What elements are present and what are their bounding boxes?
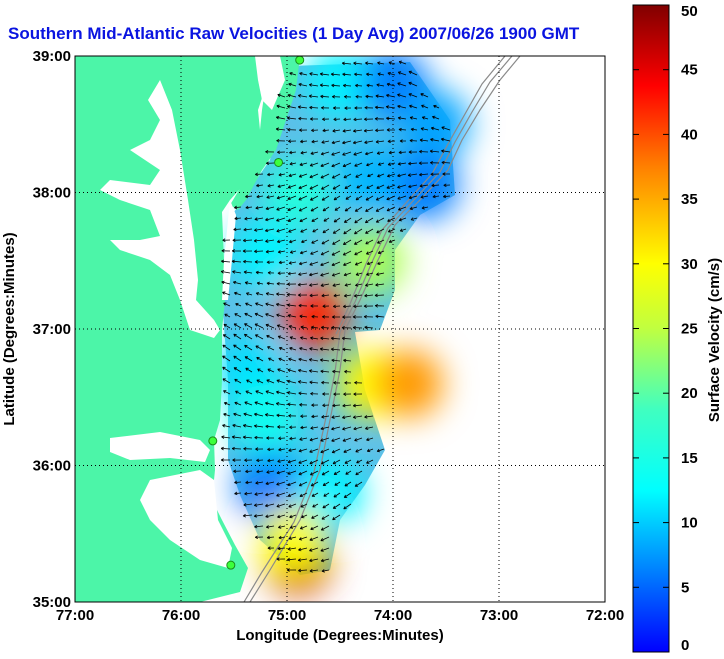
colorbar-tick-label: 50 <box>681 3 698 20</box>
x-axis-label: Longitude (Degrees:Minutes) <box>236 627 444 644</box>
y-axis-label: Latitude (Degrees:Minutes) <box>1 232 18 425</box>
x-tick-label: 76:00 <box>162 607 200 624</box>
radar-station-2 <box>208 436 218 446</box>
y-tick-label: 36:00 <box>33 458 71 475</box>
plot-frame <box>74 55 606 603</box>
x-tick-label: 73:00 <box>480 607 518 624</box>
velocity-cell-13 <box>237 451 306 520</box>
x-tick-label: 74:00 <box>374 607 412 624</box>
x-tick-label: 77:00 <box>56 607 94 624</box>
map-grid <box>75 56 605 602</box>
map-title: Southern Mid-Atlantic Raw Velocities (1 … <box>8 24 580 43</box>
y-tick-label: 38:00 <box>33 185 71 202</box>
y-tick-labels: 39:00 38:00 37:00 36:00 35:00 <box>33 48 71 611</box>
velocity-cell-11 <box>374 349 443 418</box>
radar-station-0 <box>295 56 305 65</box>
colorbar-tick-label: 30 <box>681 256 698 273</box>
chesapeake-bay <box>100 80 220 338</box>
x-tick-label: 72:00 <box>586 607 624 624</box>
radar-stations <box>208 56 305 570</box>
velocity-cell-3 <box>337 144 406 213</box>
land-delmarva-tip <box>230 56 300 210</box>
y-tick-label: 39:00 <box>33 48 71 65</box>
velocity-cell-16 <box>258 506 327 575</box>
colorbar-label: Surface Velocity (cm/s) <box>706 258 723 422</box>
colorbar-tick-label: 5 <box>681 579 689 596</box>
y-tick-label: 37:00 <box>33 321 71 338</box>
x-tick-label: 75:00 <box>268 607 306 624</box>
colorbar-tick-label: 25 <box>681 321 698 338</box>
colorbar-tick-label: 20 <box>681 385 698 402</box>
current-vector-arrows <box>220 60 451 573</box>
velocity-cell-5 <box>263 158 332 227</box>
albemarle-sound <box>110 432 210 462</box>
velocity-cell-0 <box>306 56 374 118</box>
colorbar-tick-label: 40 <box>681 126 698 143</box>
radar-station-3 <box>226 560 236 570</box>
x-tick-labels: 77:00 76:00 75:00 74:00 73:00 72:00 <box>56 607 624 624</box>
colorbar-tick-label: 10 <box>681 515 698 532</box>
delaware-bay <box>255 56 285 110</box>
radar-station-1 <box>274 157 284 167</box>
velocity-cell-6 <box>231 219 300 288</box>
velocity-cell-12 <box>231 383 300 452</box>
colorbar-tick-label: 35 <box>681 191 698 208</box>
bathymetry-contours <box>243 56 521 602</box>
colorbar-tick-label: 0 <box>681 637 689 654</box>
current-vectors <box>220 60 451 573</box>
colorbar-ticks: 0 5 10 15 20 25 30 35 40 45 50 <box>633 3 698 654</box>
velocity-cell-2 <box>401 90 470 159</box>
colorbar-tick-label: 15 <box>681 450 698 467</box>
colorbar-tick-label: 45 <box>681 62 698 79</box>
bays <box>100 56 285 568</box>
pamlico-sound <box>140 470 232 568</box>
y-tick-label: 35:00 <box>33 594 71 611</box>
barrier-lagoon <box>222 200 236 300</box>
